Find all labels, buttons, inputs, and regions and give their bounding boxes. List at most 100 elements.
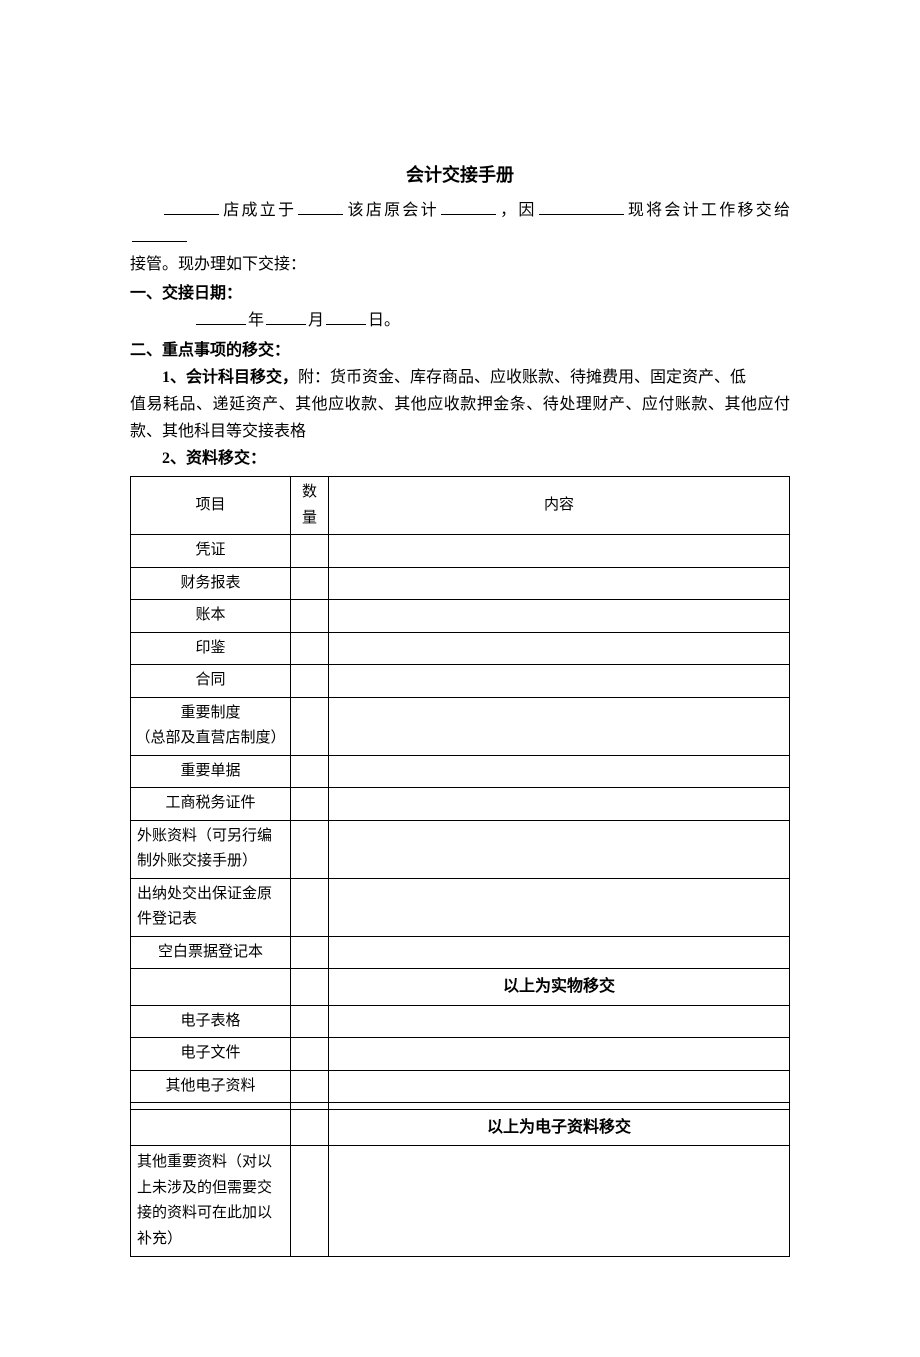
content-cell <box>329 788 790 821</box>
sep-cell-1 <box>131 969 291 1005</box>
blank-month <box>266 309 306 325</box>
intro-t2: 该店原会计 <box>345 202 439 219</box>
table-row: 出纳处交出保证金原件登记表 <box>131 878 790 936</box>
content-cell <box>329 600 790 633</box>
blank-accountant <box>441 199 496 215</box>
physical-separator-row: 以上为实物移交 <box>131 969 790 1005</box>
qty-cell <box>291 936 329 969</box>
item-cell: 工商税务证件 <box>131 788 291 821</box>
table-row: 外账资料（可另行编制外账交接手册） <box>131 820 790 878</box>
th-item: 项目 <box>131 477 291 535</box>
sep-electronic-label: 以上为电子资料移交 <box>329 1110 790 1146</box>
table-row: 重要单据 <box>131 755 790 788</box>
qty-cell <box>291 632 329 665</box>
table-header-row: 项目 数 量 内容 <box>131 477 790 535</box>
label-year: 年 <box>248 312 264 329</box>
item-cell: 账本 <box>131 600 291 633</box>
item-cell: 财务报表 <box>131 567 291 600</box>
qty-cell <box>291 665 329 698</box>
qty-cell <box>291 567 329 600</box>
content-cell <box>329 665 790 698</box>
item-2-lead: 2、资料移交： <box>130 445 790 472</box>
item-cell: 印鉴 <box>131 632 291 665</box>
qty-cell <box>291 535 329 568</box>
intro-line-1: 店成立于 该店原会计 ，因 现将会计工作移交给 <box>130 197 790 251</box>
item-cell: 电子文件 <box>131 1038 291 1071</box>
content-cell <box>329 755 790 788</box>
table-row: 合同 <box>131 665 790 698</box>
item-cell: 合同 <box>131 665 291 698</box>
qty-cell <box>291 878 329 936</box>
qty-cell <box>291 697 329 755</box>
blank-day <box>326 309 366 325</box>
sep-cell-3 <box>131 1110 291 1146</box>
intro-t4: 现将会计工作移交给 <box>626 202 790 219</box>
item-1-cont: 值易耗品、递延资产、其他应收款、其他应收款押金条、待处理财产、应付账款、其他应付… <box>130 391 790 445</box>
qty-cell <box>291 600 329 633</box>
sep-cell-4 <box>291 1110 329 1146</box>
section-1-header: 一、交接日期： <box>130 280 790 307</box>
th-content: 内容 <box>329 477 790 535</box>
item-cell: 空白票据登记本 <box>131 936 291 969</box>
doc-title: 会计交接手册 <box>130 160 790 191</box>
blank-reason <box>539 199 624 215</box>
content-cell <box>329 1038 790 1071</box>
item-cell: 凭证 <box>131 535 291 568</box>
item-cell: 重要单据 <box>131 755 291 788</box>
content-cell <box>329 1103 790 1110</box>
item-cell: 出纳处交出保证金原件登记表 <box>131 878 291 936</box>
content-cell <box>329 697 790 755</box>
label-day: 日。 <box>368 312 400 329</box>
intro-t3: ，因 <box>498 202 537 219</box>
item-cell: 电子表格 <box>131 1005 291 1038</box>
qty-cell <box>291 1070 329 1103</box>
item-cell: 重要制度（总部及直营店制度） <box>131 697 291 755</box>
content-cell <box>329 1070 790 1103</box>
content-cell <box>329 936 790 969</box>
qty-cell <box>291 1005 329 1038</box>
table-row <box>131 1103 790 1110</box>
table-row: 其他电子资料 <box>131 1070 790 1103</box>
blank-founded <box>298 199 343 215</box>
sep-physical-label: 以上为实物移交 <box>329 969 790 1005</box>
sep-cell-2 <box>291 969 329 1005</box>
qty-cell <box>291 1103 329 1110</box>
table-row: 账本 <box>131 600 790 633</box>
content-cell <box>329 1005 790 1038</box>
qty-cell <box>291 1038 329 1071</box>
blank-to <box>132 226 187 242</box>
table-row: 印鉴 <box>131 632 790 665</box>
table-row: 凭证 <box>131 535 790 568</box>
content-cell <box>329 632 790 665</box>
other-item-cell: 其他重要资料（对以上未涉及的但需要交接的资料可在此加以补充） <box>131 1146 291 1257</box>
th-qty-a: 数 <box>302 484 317 500</box>
th-qty-b: 量 <box>302 510 317 526</box>
qty-cell <box>291 788 329 821</box>
intro-line-2: 接管。现办理如下交接： <box>130 251 790 278</box>
content-cell <box>329 878 790 936</box>
intro-t1: 店成立于 <box>221 202 296 219</box>
item-1-body-a: 附：货币资金、库存商品、应收账款、待摊费用、固定资产、低 <box>298 369 746 386</box>
content-cell <box>329 535 790 568</box>
table-row: 空白票据登记本 <box>131 936 790 969</box>
table-row: 财务报表 <box>131 567 790 600</box>
th-qty: 数 量 <box>291 477 329 535</box>
other-row: 其他重要资料（对以上未涉及的但需要交接的资料可在此加以补充） <box>131 1146 790 1257</box>
item-cell: 外账资料（可另行编制外账交接手册） <box>131 820 291 878</box>
date-line: 年 月 日。 <box>130 307 790 334</box>
other-content-cell <box>329 1146 790 1257</box>
item-cell: 其他电子资料 <box>131 1070 291 1103</box>
qty-cell <box>291 755 329 788</box>
electronic-separator-row: 以上为电子资料移交 <box>131 1110 790 1146</box>
handover-table: 项目 数 量 内容 凭证财务报表账本印鉴合同重要制度（总部及直营店制度）重要单据… <box>130 476 790 1257</box>
content-cell <box>329 567 790 600</box>
item-1: 1、会计科目移交，附：货币资金、库存商品、应收账款、待摊费用、固定资产、低 <box>130 364 790 391</box>
table-row: 电子表格 <box>131 1005 790 1038</box>
blank-year <box>196 309 246 325</box>
other-qty-cell <box>291 1146 329 1257</box>
content-cell <box>329 820 790 878</box>
label-month: 月 <box>308 312 324 329</box>
qty-cell <box>291 820 329 878</box>
item-1-lead: 1、会计科目移交， <box>162 369 298 386</box>
table-row: 工商税务证件 <box>131 788 790 821</box>
